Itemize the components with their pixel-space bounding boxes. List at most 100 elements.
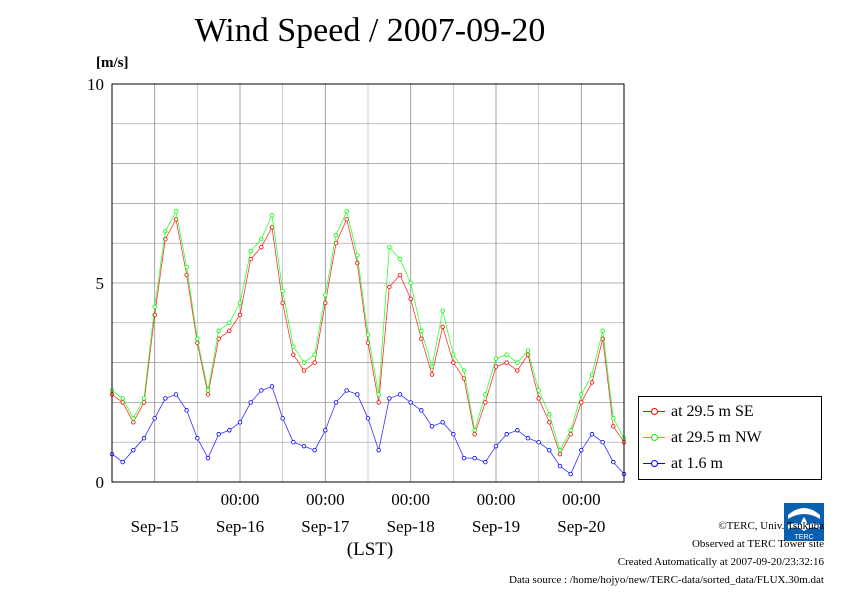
- data-point: [568, 428, 573, 433]
- x-day-label: Sep-19: [472, 517, 520, 536]
- data-point: [323, 428, 328, 433]
- data-point: [387, 396, 392, 401]
- data-point: [504, 360, 509, 365]
- data-point: [483, 400, 488, 405]
- data-point: [589, 380, 595, 385]
- data-point: [536, 396, 541, 401]
- footer-created: Created Automatically at 2007-09-20/23:3…: [617, 556, 824, 568]
- data-point: [493, 364, 499, 369]
- data-point: [291, 440, 296, 445]
- data-point: [429, 364, 435, 369]
- data-point: [515, 368, 520, 373]
- data-point: [152, 304, 157, 310]
- data-point: [205, 392, 211, 397]
- x-day-label: Sep-17: [301, 517, 350, 536]
- data-point: [440, 308, 445, 314]
- data-point: [515, 428, 520, 433]
- data-point: [259, 244, 264, 250]
- data-point: [280, 300, 285, 306]
- legend-swatch-1-6m: [643, 459, 665, 469]
- data-point: [568, 471, 573, 477]
- data-point: [397, 256, 403, 262]
- data-point: [248, 400, 253, 405]
- data-point: [525, 436, 531, 441]
- data-point: [131, 416, 136, 421]
- x-tick-time-label: 00:00: [306, 490, 345, 509]
- legend-label-se: at 29.5 m SE: [671, 403, 754, 420]
- data-point: [259, 237, 264, 242]
- data-point: [408, 296, 413, 302]
- data-point: [259, 388, 264, 393]
- data-point: [440, 324, 445, 329]
- y-tick-label: 10: [87, 75, 104, 94]
- data-point: [291, 352, 296, 357]
- x-tick-labels: 00:00 00:00 00:00 00:00 00:00 Sep-15 Sep-16 Sep…: [131, 490, 606, 536]
- data-point: [163, 229, 168, 234]
- data-point: [120, 459, 125, 465]
- footer-observed: Observed at TERC Tower site: [691, 538, 824, 550]
- data-point: [355, 392, 360, 397]
- data-point: [419, 336, 424, 341]
- data-point: [301, 368, 307, 373]
- footer-source: Data source : /home/hojyo/new/TERC-data/…: [509, 574, 824, 586]
- data-point: [173, 392, 179, 397]
- x-day-label: Sep-16: [216, 517, 264, 536]
- data-point: [472, 455, 477, 461]
- x-tick-time-label: 00:00: [477, 490, 516, 509]
- data-point: [600, 328, 605, 333]
- data-point: [504, 352, 509, 357]
- footer-copyright: ©TERC, Univ. Tsukuba: [718, 520, 824, 532]
- data-point: [141, 436, 147, 441]
- y-tick-label: 0: [96, 473, 105, 492]
- data-point: [131, 447, 136, 453]
- data-point: [333, 400, 339, 405]
- x-axis-label: (LST): [347, 539, 393, 560]
- data-point: [547, 412, 552, 417]
- legend-item-nw: at 29.5 m NW: [643, 428, 762, 448]
- data-point: [195, 336, 200, 341]
- x-day-label: Sep-18: [387, 517, 435, 536]
- terc-logo: TERC: [784, 503, 824, 541]
- data-point: [269, 213, 275, 218]
- data-point: [333, 233, 339, 238]
- data-point: [579, 447, 584, 453]
- data-point: [173, 209, 179, 214]
- data-point: [525, 348, 531, 353]
- data-point: [397, 392, 403, 397]
- data-point: [216, 432, 221, 437]
- data-point: [611, 424, 616, 429]
- data-point: [611, 416, 616, 421]
- data-point: [515, 360, 520, 365]
- data-point: [184, 408, 189, 413]
- data-point: [451, 360, 456, 365]
- data-point: [536, 440, 541, 445]
- legend-swatch-se: [643, 407, 665, 417]
- y-tick-labels: 0 5 10: [87, 75, 104, 492]
- legend-swatch-nw: [643, 433, 665, 443]
- data-point: [589, 372, 595, 377]
- x-day-label: Sep-20: [557, 517, 605, 536]
- data-point: [408, 280, 413, 286]
- data-point: [291, 344, 296, 349]
- data-point: [195, 436, 200, 441]
- series-1: [109, 209, 627, 453]
- data-point: [141, 396, 147, 401]
- data-point: [301, 360, 307, 365]
- data-point: [227, 320, 232, 325]
- data-point: [589, 432, 595, 437]
- data-point: [600, 440, 605, 445]
- data-point: [419, 328, 424, 333]
- data-point: [547, 420, 552, 425]
- data-point: [397, 272, 403, 278]
- data-point: [429, 372, 435, 377]
- grid-lines: [112, 84, 624, 482]
- data-point: [387, 284, 392, 290]
- legend-item-se: at 29.5 m SE: [643, 402, 754, 422]
- legend-item-1-6m: at 1.6 m: [643, 454, 723, 474]
- data-point: [557, 451, 563, 457]
- legend-label-nw: at 29.5 m NW: [671, 429, 762, 446]
- chart-title: Wind Speed / 2007-09-20: [194, 12, 546, 49]
- data-point: [227, 328, 232, 333]
- data-point: [461, 368, 467, 373]
